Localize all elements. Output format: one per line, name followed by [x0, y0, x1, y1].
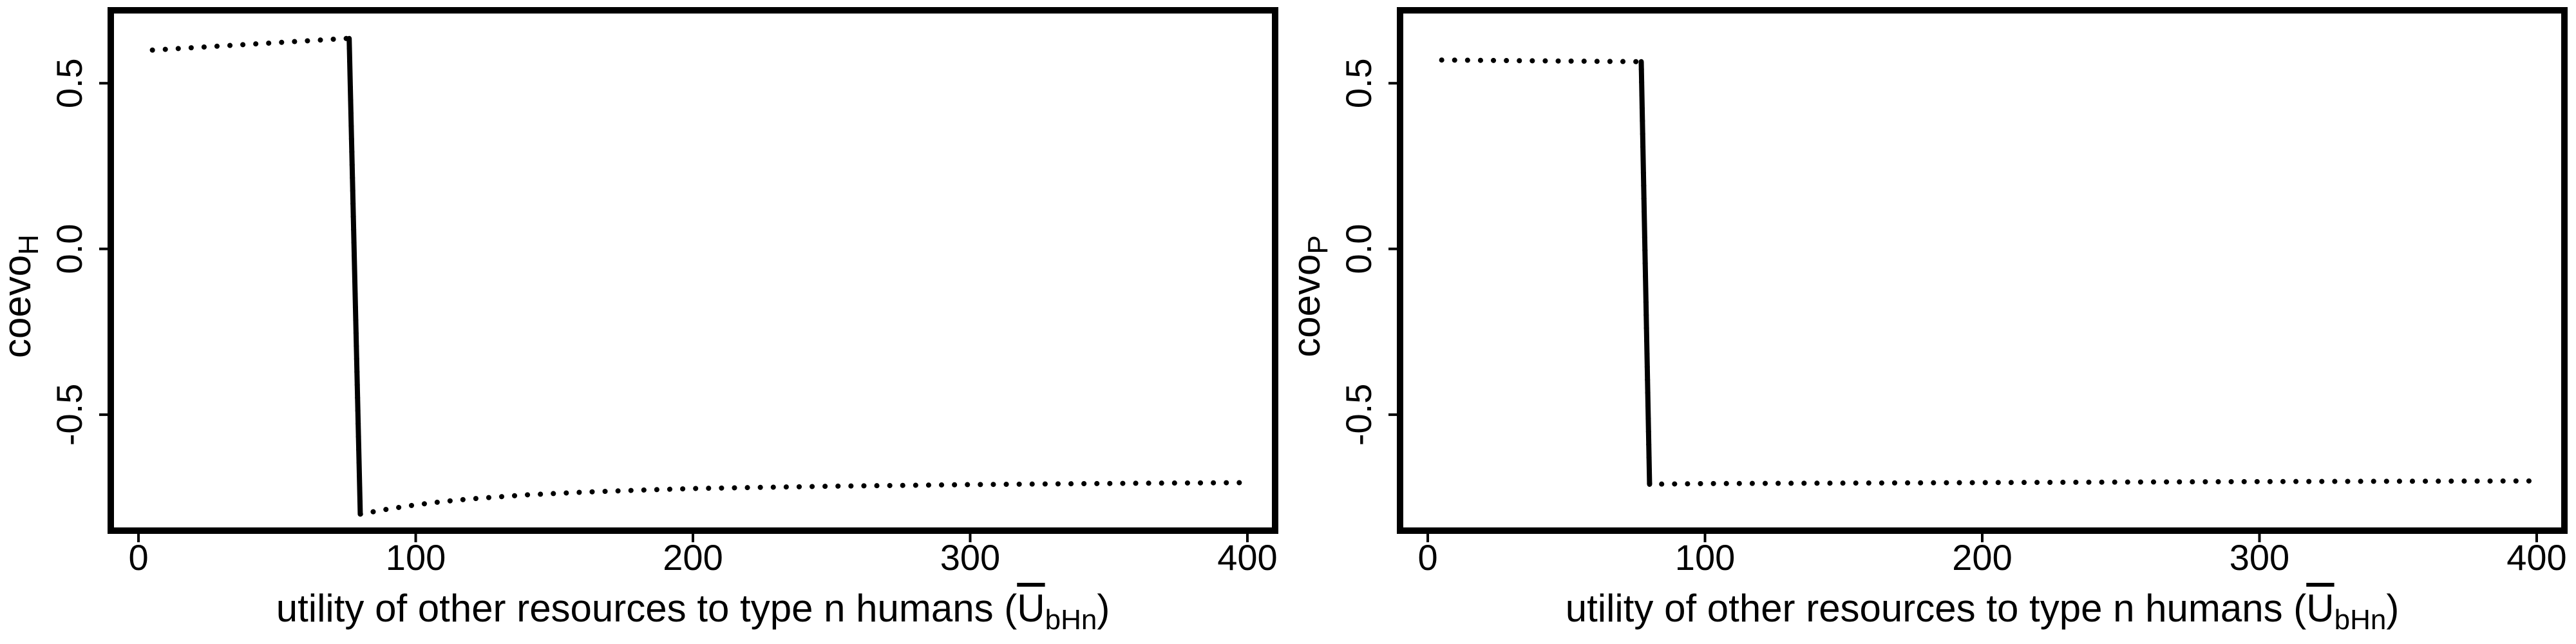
- x-axis-label-symbol: U: [2306, 587, 2334, 630]
- y-axis-label-text: coevoP: [1285, 235, 1334, 357]
- plot-frame: [108, 7, 1278, 534]
- y-tick-label: 0.0: [49, 224, 90, 274]
- x-axis-label: utility of other resources to type n hum…: [276, 587, 1110, 636]
- y-tick-label: 0.5: [1338, 58, 1379, 108]
- x-tick-label: 300: [940, 537, 1000, 578]
- y-axis-label-text: coevoH: [0, 234, 44, 358]
- x-axis-label: utility of other resources to type n hum…: [1566, 587, 2400, 636]
- y-axis-label-main: coevo: [1285, 254, 1328, 357]
- y-tick-label: -0.5: [49, 384, 90, 446]
- x-axis-label-subscript: bHn: [1045, 604, 1097, 636]
- x-axis-label-close: ): [2386, 587, 2399, 630]
- x-tick-label: 400: [2506, 537, 2566, 578]
- x-axis-label-main: utility of other resources to type n hum…: [276, 587, 1018, 630]
- left-chart-panel: 0 100 200 300 400 -0.5 0.0 0.5 utility of othe…: [0, 7, 1278, 636]
- series-line: [149, 35, 1250, 518]
- x-axis-label-subscript: bHn: [2334, 604, 2387, 636]
- x-tick-label: 0: [1417, 537, 1437, 578]
- jump-segment: [346, 35, 363, 517]
- y-tick-label: 0.0: [1338, 224, 1379, 274]
- x-axis-label-text: utility of other resources to type n hum…: [276, 587, 1110, 636]
- x-axis-label-text: utility of other resources to type n hum…: [1566, 587, 2400, 636]
- x-tick-label: 200: [1952, 537, 2012, 578]
- y-axis-label-subscript: P: [1302, 235, 1334, 254]
- x-axis-label-close: ): [1097, 587, 1110, 630]
- right-chart-panel: 0 100 200 300 400 -0.5 0.0 0.5 utility of othe…: [1285, 7, 2568, 636]
- y-axis-label: coevoP: [1285, 235, 1334, 357]
- jump-segment: [1638, 59, 1653, 487]
- y-axis-ticks: -0.5 0.0 0.5: [49, 58, 111, 446]
- x-tick-label: 400: [1217, 537, 1277, 578]
- x-axis-label-main: utility of other resources to type n hum…: [1566, 587, 2307, 630]
- x-axis-ticks: 0 100 200 300 400: [128, 531, 1278, 578]
- plot-frame: [1397, 7, 2568, 534]
- y-axis-ticks: -0.5 0.0 0.5: [1338, 58, 1400, 446]
- x-tick-label: 100: [1675, 537, 1735, 578]
- y-tick-label: -0.5: [1338, 384, 1379, 446]
- x-tick-label: 200: [663, 537, 723, 578]
- y-axis-label-main: coevo: [0, 255, 39, 358]
- y-axis-label-subscript: H: [13, 234, 44, 255]
- y-axis-label: coevoH: [0, 234, 44, 358]
- x-axis-ticks: 0 100 200 300 400: [1417, 531, 2567, 578]
- x-tick-label: 100: [386, 537, 446, 578]
- y-tick-label: 0.5: [49, 58, 90, 108]
- x-tick-label: 300: [2230, 537, 2289, 578]
- x-axis-label-symbol: U: [1017, 587, 1045, 630]
- x-tick-label: 0: [128, 537, 148, 578]
- series-line: [1439, 57, 2539, 487]
